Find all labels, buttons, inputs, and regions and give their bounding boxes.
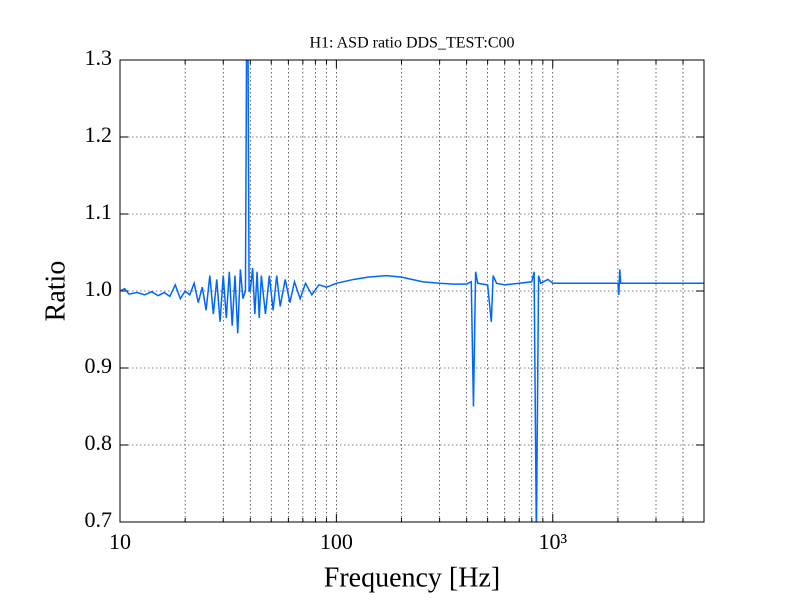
y-tick-label: 0.9 (85, 353, 113, 378)
y-tick-label: 1.0 (85, 276, 113, 301)
y-tick-label: 1.1 (85, 199, 113, 224)
y-axis-label: Ratio (40, 261, 71, 322)
y-tick-label: 1.2 (85, 122, 113, 147)
y-tick-label: 0.7 (85, 507, 113, 532)
y-tick-label: 0.8 (85, 430, 113, 455)
chart-title: H1: ASD ratio DDS_TEST:C00 (310, 35, 515, 52)
plot-frame (119, 59, 705, 523)
x-tick-label: 10³ (538, 529, 567, 554)
data-line (120, 60, 704, 522)
y-tick-label: 1.3 (85, 45, 113, 70)
x-axis-label: Frequency [Hz] (324, 562, 500, 593)
x-tick-label: 100 (320, 529, 353, 554)
x-tick-label: 10 (109, 529, 131, 554)
